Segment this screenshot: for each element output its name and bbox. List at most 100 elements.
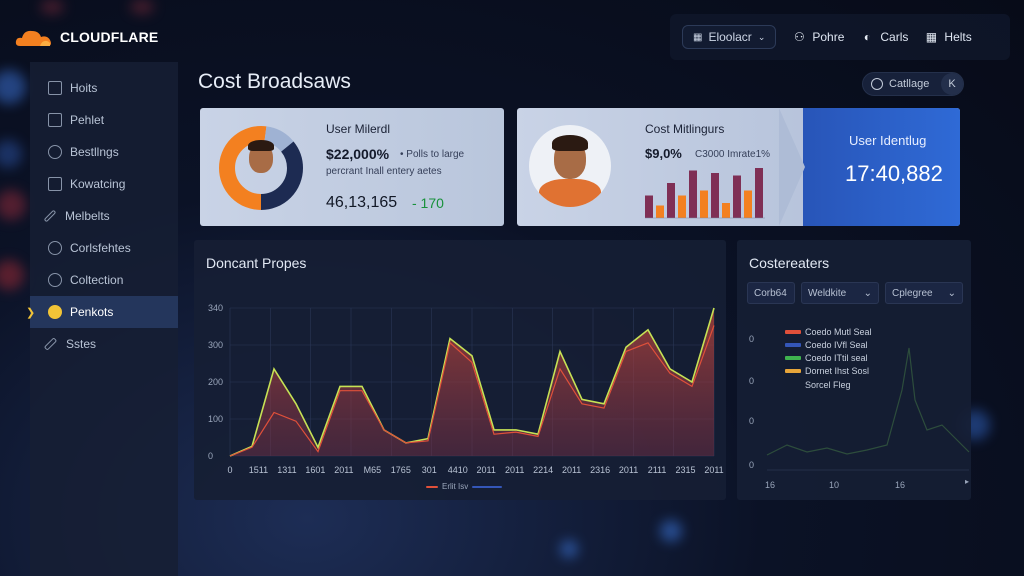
mini-bar <box>733 175 741 218</box>
filter-pill[interactable]: Catllage K <box>862 72 964 96</box>
sidebar-item-pehlet[interactable]: Pehlet <box>30 104 178 136</box>
chevron-down-icon: ⌄ <box>863 287 872 299</box>
legend-item: Dornet Ihst Sosl <box>785 366 869 376</box>
control-weldkite-dropdown[interactable]: Weldkite ⌄ <box>801 282 879 304</box>
card-note: C3000 Imrate1% <box>695 149 771 160</box>
sidebar-item-label: Corlsfehtes <box>70 241 131 255</box>
legend-extra-label: Sorcel Fleg <box>805 380 851 390</box>
highlight-title: User Identlug <box>849 133 927 148</box>
sidebar-item-sstes[interactable]: Sstes <box>30 328 178 360</box>
sidebar-item-label: Penkots <box>70 305 114 319</box>
card-title: User Milerdl <box>326 122 391 136</box>
x-tick-label: 2214 <box>533 465 553 475</box>
filter-pill-label: Catllage <box>889 78 930 90</box>
legend-item: Coedo ITtil seal <box>785 353 868 363</box>
mini-bar <box>755 168 763 218</box>
donut-segment-navy <box>219 126 303 210</box>
x-tick-label: 2011 <box>562 465 581 475</box>
card-big-value: $22,000% <box>326 146 390 162</box>
scroll-arrow-icon: ▸ <box>965 477 969 486</box>
sidebar-item-coltection[interactable]: Coltection <box>30 264 178 296</box>
mini-bar <box>722 203 730 218</box>
control-label: Cplegree <box>892 287 933 299</box>
control-corb64[interactable]: Corb64 <box>747 282 795 304</box>
legend-swatch <box>785 330 801 334</box>
y-tick-label: 0 <box>749 416 754 426</box>
area-fill <box>230 308 714 456</box>
y-tick-label: 0 <box>749 334 754 344</box>
mini-bar <box>645 195 653 218</box>
cost-stat-card: Cost Mitlingurs $9,0% C3000 Imrate1% Use… <box>517 108 960 226</box>
chevron-down-icon: ⌄ <box>757 31 766 42</box>
star-icon <box>48 305 62 319</box>
home-icon <box>48 81 62 95</box>
card-number: 46,13,165 <box>326 194 398 211</box>
area-chart[interactable]: 0 100 200 300 340 0 1511 1311 1601 2011 M65 1765 301… <box>194 240 726 500</box>
sidebar-item-label: Sstes <box>66 337 97 351</box>
panel-title: Costereaters <box>749 255 830 271</box>
grid-icon: ▦ <box>925 30 938 44</box>
side-line-chart[interactable]: 0 0 0 0 16 10 16 ▸ <box>737 240 971 500</box>
chevron-down-icon: ⌄ <box>947 287 956 299</box>
active-indicator-icon: ❯ <box>26 306 36 319</box>
highlight-value: 17:40,882 <box>845 161 943 186</box>
legend-item: Coedo Mutl Seal <box>785 327 872 337</box>
mini-bar <box>700 190 708 218</box>
x-tick-label: 2316 <box>590 465 610 475</box>
filter-pill-close[interactable]: K <box>941 73 963 95</box>
sidebar-item-bestllngs[interactable]: Bestllngs <box>30 136 178 168</box>
sidebar-item-kowatcing[interactable]: Kowatcing <box>30 168 178 200</box>
sidebar: Hoits Pehlet Bestllngs Kowatcing Melbelt… <box>26 62 178 576</box>
legend-swatch-red <box>426 485 438 488</box>
y-tick-label: 0 <box>208 451 213 461</box>
sidebar-item-hoits[interactable]: Hoits <box>30 72 178 104</box>
legend-swatch <box>785 356 801 360</box>
brand-name: CLOUDFLARE <box>60 29 159 45</box>
panel-title: Doncant Propes <box>206 255 307 271</box>
clock-icon <box>871 78 883 90</box>
sidebar-item-label: Coltection <box>70 273 124 287</box>
account-dropdown[interactable]: ▦ Eloolacr ⌄ <box>682 25 777 49</box>
legend-swatch-blue <box>472 485 503 488</box>
x-tick-label: 301 <box>422 465 437 475</box>
legend-item: Coedo IVfl Seal <box>785 340 868 350</box>
top-bar: CLOUDFLARE ▦ Eloolacr ⌄ ⚇ Pohre ◐ Carls … <box>0 14 1010 60</box>
y-tick-label: 0 <box>749 460 754 470</box>
sidebar-item-melbelts[interactable]: Melbelts <box>30 200 178 232</box>
brand-logo[interactable]: CLOUDFLARE <box>14 26 158 48</box>
highlight-panel <box>803 108 960 226</box>
card-delta: - 170 <box>412 195 444 211</box>
person-icon: ⚇ <box>793 30 805 44</box>
legend-label: Dornet Ihst Sosl <box>805 366 870 376</box>
page-title: Cost Broadsaws <box>198 70 351 93</box>
pen-icon <box>43 209 57 223</box>
x-tick-label: 16 <box>895 480 905 490</box>
x-tick-label: 10 <box>829 480 839 490</box>
chart-legend: Erlit Isv <box>426 482 503 491</box>
x-tick-label: 2315 <box>676 465 696 475</box>
sidebar-item-penkots[interactable]: ❯ Penkots <box>26 296 178 328</box>
x-tick-label: 4410 <box>448 465 468 475</box>
nav-link-cards[interactable]: ◐ Carls <box>860 30 909 44</box>
dropdown-label: Eloolacr <box>708 30 752 44</box>
y-tick-label: 100 <box>208 414 223 424</box>
card-title: Cost Mitlingurs <box>645 122 725 136</box>
legend-label: Coedo IVfl Seal <box>805 340 868 350</box>
nav-link-help[interactable]: ▦ Helts <box>924 30 972 44</box>
y-tick-label: 200 <box>208 377 223 387</box>
nav-link-profile[interactable]: ⚇ Pohre <box>792 30 844 44</box>
card-subtitle: percrant Inall entery aetes <box>326 166 442 177</box>
legend-swatch <box>785 369 801 373</box>
mini-bar <box>711 173 719 218</box>
mini-bar <box>744 190 752 218</box>
sidebar-item-label: Bestllngs <box>70 145 119 159</box>
mini-bar-chart <box>645 168 765 219</box>
control-cplegree-dropdown[interactable]: Cplegree ⌄ <box>885 282 963 304</box>
highlight-notch <box>779 108 805 226</box>
cart-icon: ◐ <box>863 30 872 44</box>
sidebar-item-corlsfehtes[interactable]: Corlsfehtes <box>30 232 178 264</box>
x-tick-label: 2011 <box>704 465 723 475</box>
x-tick-label: 0 <box>227 465 232 475</box>
x-tick-label: 2011 <box>619 465 638 475</box>
globe-icon <box>48 273 62 287</box>
